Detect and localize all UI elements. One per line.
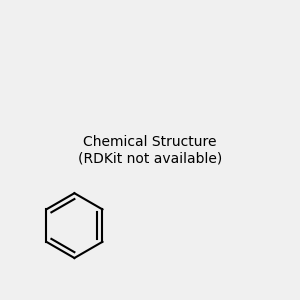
Text: Chemical Structure
(RDKit not available): Chemical Structure (RDKit not available) [78, 135, 222, 165]
